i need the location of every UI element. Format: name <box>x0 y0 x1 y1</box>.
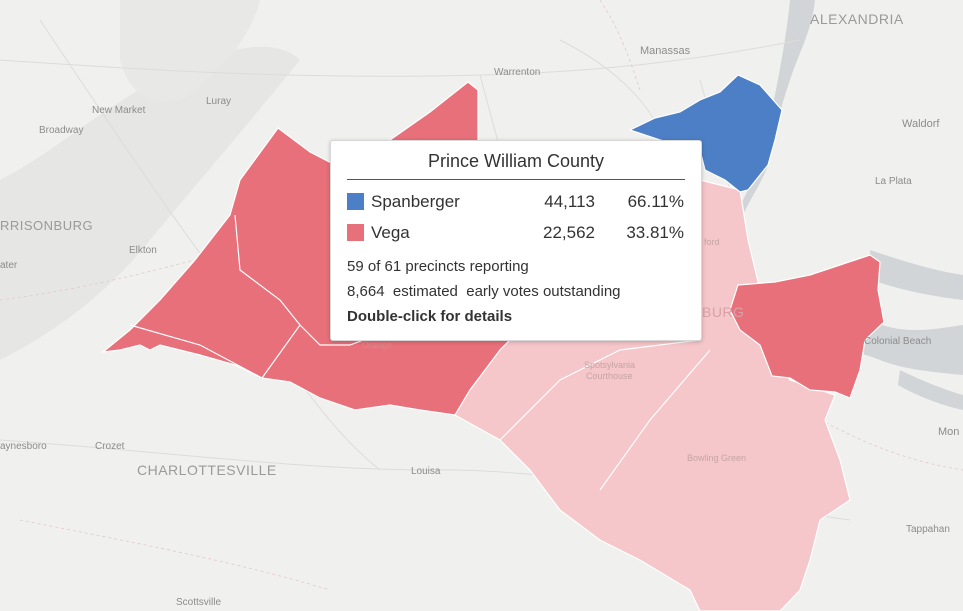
candidate-votes: 44,113 <box>544 191 595 211</box>
place-harrisonburg: RRISONBURG <box>0 218 94 233</box>
place-new-market: New Market <box>92 105 146 116</box>
place-courthouse: Courthouse <box>586 371 633 381</box>
tooltip-title: Prince William County <box>347 151 685 180</box>
place-fredericksburg: BURG <box>702 304 745 320</box>
place-manassas: Manassas <box>640 45 691 57</box>
candidate-row-vega: Vega 22,562 33.81% <box>347 217 685 248</box>
river-branch <box>898 370 963 410</box>
place-water: ater <box>0 260 18 271</box>
terrain-shading <box>120 0 260 102</box>
early-votes-outstanding: 8,664 estimated early votes outstanding <box>347 283 621 300</box>
place-bowling-green: Bowling Green <box>687 453 747 463</box>
place-louisa: Louisa <box>411 466 441 477</box>
place-charlottesville: CHARLOTTESVILLE <box>137 462 277 478</box>
place-elkton: Elkton <box>129 245 157 256</box>
county-vega-east[interactable] <box>729 254 885 399</box>
candidate-name: Spanberger <box>371 191 460 211</box>
river-branch <box>870 250 963 300</box>
place-broadway: Broadway <box>39 125 84 136</box>
place-waynesboro: aynesboro <box>0 441 47 452</box>
place-waldorf: Waldorf <box>902 118 940 130</box>
place-colonial-beach: Colonial Beach <box>864 336 932 347</box>
legend-swatch-red <box>347 224 364 241</box>
place-crozet: Crozet <box>95 441 125 452</box>
candidate-row-spanberger: Spanberger 44,113 66.11% <box>347 186 685 217</box>
place-tappahannock: Tappahan <box>906 524 950 535</box>
place-warrenton: Warrenton <box>494 67 541 78</box>
legend-swatch-blue <box>347 193 364 210</box>
county-prince-william[interactable] <box>628 74 783 193</box>
place-mon: Mon <box>938 426 960 438</box>
place-luray: Luray <box>206 96 232 107</box>
place-la-plata: La Plata <box>875 176 912 187</box>
double-click-hint: Double-click for details <box>347 308 513 325</box>
candidate-votes: 22,562 <box>543 222 595 242</box>
place-orange: Orange <box>362 340 393 350</box>
candidate-percent: 33.81% <box>626 222 684 242</box>
county-borders <box>499 339 711 491</box>
precincts-reporting: 59 of 61 precincts reporting <box>347 258 529 275</box>
potomac-river <box>726 0 963 375</box>
candidate-percent: 66.11% <box>627 191 684 211</box>
terrain-shading <box>0 46 300 360</box>
county-lines <box>0 0 963 591</box>
county-tooltip[interactable]: Prince William County Spanberger 44,113 … <box>330 140 702 341</box>
candidate-name: Vega <box>371 222 410 242</box>
place-ford: ford <box>704 237 720 247</box>
tooltip-notes: 59 of 61 precincts reporting 8,664 estim… <box>347 254 685 304</box>
place-spotsylvania: Spotsylvania <box>584 360 636 370</box>
place-scottsville: Scottsville <box>176 597 222 608</box>
place-alexandria: ALEXANDRIA <box>810 11 904 27</box>
